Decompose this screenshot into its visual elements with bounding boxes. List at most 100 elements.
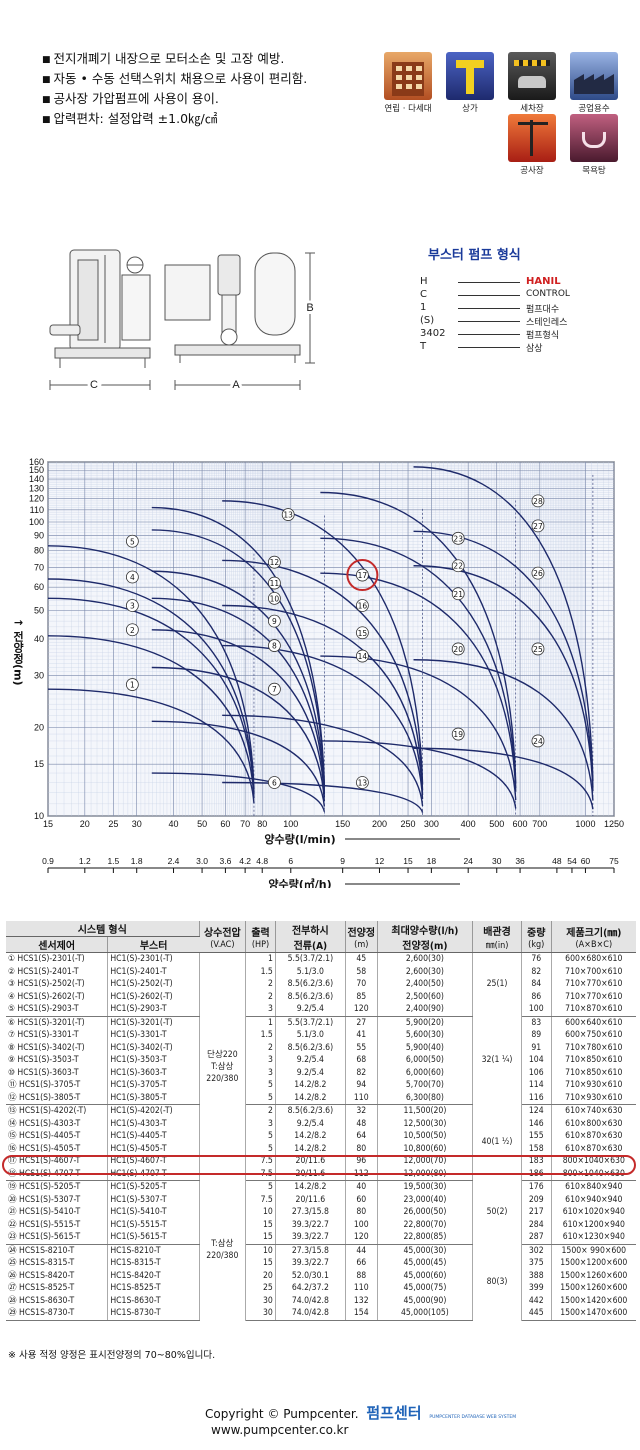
cell-flow: 6,000(60): [377, 1066, 474, 1079]
table-row: ⑩ HCS1(S)-3603-T HC1(S)-3603-T 3 9.2/5.4 82 6…: [6, 1066, 636, 1079]
cell-sensor: ㉙ HCS1S-8730-T: [6, 1307, 109, 1321]
cell-pipe: 32(1 ¼): [472, 1016, 522, 1105]
cell-weight: 183: [521, 1155, 552, 1168]
table-row: ④ HCS1(S)-2602(-T) HC1(S)-2602(-T) 2 8.5(6.…: [6, 990, 636, 1003]
y-tick-label: 40: [34, 634, 44, 644]
cell-output: 10: [245, 1244, 276, 1257]
legend-leader-line: [458, 295, 520, 296]
cell-voltage: T:삼상 220/380: [199, 1180, 247, 1320]
secondary-tick-label: 4.2: [239, 856, 251, 866]
cell-output: 25: [245, 1282, 276, 1295]
table-row: ⑦ HCS1(S)-3301-T HC1(S)-3301-T 1.5 5.1/3.0 4…: [6, 1029, 636, 1042]
cell-flow: 6,300(80): [377, 1091, 474, 1105]
cell-flow: 45,000(45): [377, 1257, 474, 1270]
cell-size: 610×1200×940: [562, 1219, 625, 1230]
table-row: ㉒ HCS1(S)-5515-T HC1(S)-5515-T 15 39.3/22.7…: [6, 1218, 636, 1231]
cell-size: 1500×1470×600: [551, 1307, 636, 1321]
th-booster: 부스터: [107, 936, 200, 953]
cell-head: 110: [345, 1282, 378, 1295]
cell-weight: 375: [521, 1257, 552, 1270]
table-row: ㉔ HCS1S-8210-T HC1S-8210-T 10 27.3/15.8 44 45…: [6, 1244, 636, 1320]
cell-weight: 114: [521, 1079, 552, 1092]
curve-label-circle: [451, 531, 465, 545]
cell-current: 20/11.6: [275, 1193, 346, 1206]
legend-desc: CONTROL: [526, 289, 570, 299]
cell-size: 710×930×610: [551, 1091, 636, 1105]
x-tick-label: 40: [169, 819, 179, 829]
y-tick-label: 50: [34, 606, 44, 616]
cell-weight: 104: [521, 1054, 552, 1067]
use-shopping: 상가: [442, 52, 498, 114]
curve-label-circle: [355, 568, 369, 582]
curve-label: 10: [270, 594, 280, 603]
cell-weight: 76: [521, 952, 552, 966]
th-head: 전양정 (m): [345, 921, 378, 953]
curve-label: 17: [358, 571, 368, 580]
curve-label-circle: [451, 587, 465, 601]
cell-current: 9.2/5.4: [275, 1117, 346, 1130]
secondary-tick-label: 30: [492, 856, 502, 866]
cell-head: 66: [345, 1257, 378, 1270]
cell-head: 68: [345, 1054, 378, 1067]
cell-size: 610×840×940: [565, 1182, 623, 1192]
cell-sensor: ⑳ HCS1(S)-5307-T: [6, 1193, 109, 1206]
cell-head: 120: [345, 1003, 378, 1017]
curve-label: 21: [453, 590, 463, 599]
cell-head: 70: [345, 978, 378, 991]
cell-sensor: ⑪ HCS1(S)-3705-T: [6, 1079, 109, 1092]
cell-current: 52.0/30.1: [275, 1269, 346, 1282]
table-row: ⑳ HCS1(S)-5307-T HC1(S)-5307-T 7.5 20/11.6 6…: [6, 1193, 636, 1206]
curve-label: 23: [453, 534, 463, 543]
use-label: 상가: [462, 104, 478, 114]
secondary-tick-label: 6: [288, 856, 293, 866]
cell-pipe: 40(1 ½): [472, 1104, 522, 1181]
legend-desc: 펌프형식: [526, 331, 560, 341]
cell-size: 1500×1420×600: [560, 1295, 628, 1306]
pump-curve: [222, 781, 424, 813]
table-row: ⑲ HCS1(S)-5205-T HC1(S)-5205-T T:삼상 220/38…: [6, 1180, 636, 1320]
table-row: ⑧ HCS1(S)-3402(-T) HC1(S)-3402(-T) 2 8.5(6.…: [6, 1041, 636, 1054]
table-row: ⑯ HCS1(S)-4505-T HC1(S)-4505-T 5 14.2/8.2 80…: [6, 1142, 636, 1155]
cell-flow: 12,000(70): [377, 1155, 474, 1168]
cell-flow: 45,000(60): [377, 1269, 474, 1282]
x-tick-label: 200: [372, 819, 387, 829]
curve-label-circle: [268, 682, 281, 696]
use-label: 공업용수: [578, 104, 610, 114]
feature-item: 전지개폐기 내장으로 모터소손 및 고장 예방.: [42, 50, 372, 70]
cell-current: 64.2/37.2: [275, 1282, 346, 1295]
cell-head: 120: [345, 1231, 378, 1245]
th-voltage: 상수전압 (V.AC): [199, 921, 247, 953]
cell-weight: 116: [521, 1091, 552, 1105]
curve-label-circle: [451, 642, 465, 656]
site-link[interactable]: www.pumpcenter.co.kr: [211, 1423, 349, 1437]
highlight-row-17: [2, 1155, 636, 1175]
secondary-tick-label: 9: [340, 856, 345, 866]
cell-size: 710×870×610: [551, 1003, 636, 1017]
cell-booster: HC1S-8630-T: [107, 1294, 200, 1307]
cell-output: 2: [245, 1041, 276, 1054]
pump-curve: [222, 604, 424, 795]
cell-size: 610×740×630: [565, 1106, 623, 1116]
cell-head: 27: [345, 1016, 378, 1029]
use-construction: 공사장: [504, 114, 560, 176]
secondary-tick-label: 3.0: [196, 856, 208, 866]
cell-current: 39.3/22.7: [275, 1257, 346, 1270]
cell-output: 2: [245, 1104, 276, 1118]
cell-sensor: ㉓ HCS1(S)-5615-T: [6, 1231, 109, 1245]
cell-flow: 2,400(90): [377, 1003, 474, 1017]
legend-leader-line: [458, 282, 520, 283]
cell-head: 64: [345, 1130, 378, 1143]
cell-sensor: ⑩ HCS1(S)-3603-T: [6, 1066, 109, 1079]
x-tick-label: 25: [108, 819, 118, 829]
th-pipe: 배관경 ㎜(in): [472, 921, 522, 953]
cell-weight: 158: [521, 1142, 552, 1155]
x-tick-label: 15: [43, 819, 53, 829]
cell-sensor: ③ HCS1(S)-2502(-T): [6, 978, 109, 991]
brand-logo[interactable]: 펌프센터: [366, 1404, 422, 1422]
booster-legend-title: 부스터 펌프 형식: [428, 248, 521, 263]
table-row: ㉓ HCS1(S)-5615-T HC1(S)-5615-T 15 39.3/22.7…: [6, 1231, 636, 1245]
cell-current: 14.2/8.2: [275, 1180, 346, 1194]
cell-current: 74.0/42.8: [275, 1294, 346, 1307]
cell-current: 39.3/22.7: [275, 1231, 346, 1245]
cell-output: 1.5: [245, 1029, 276, 1042]
